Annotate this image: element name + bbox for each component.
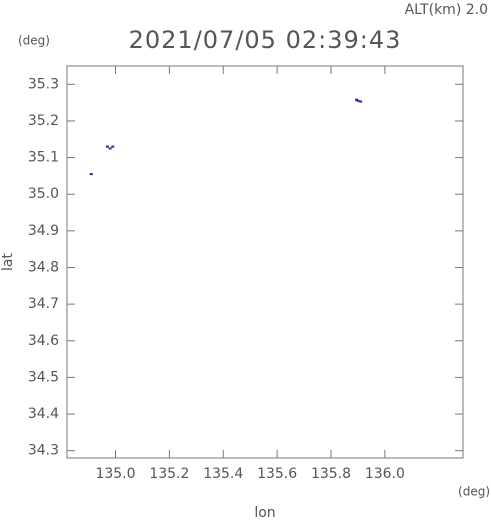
y-axis-label: lat: [0, 253, 16, 271]
y-tick-label: 34.8: [28, 259, 59, 275]
y-tick-label: 35.3: [28, 76, 59, 92]
point: [108, 147, 112, 150]
chart-title: 2021/07/05 02:39:43: [129, 26, 402, 54]
x-tick-label: 136.0: [365, 466, 405, 482]
y-tick-label: 34.3: [28, 443, 59, 459]
y-unit: (deg): [18, 34, 50, 48]
x-tick-label: 135.6: [257, 466, 297, 482]
y-tick-label: 35.1: [28, 150, 59, 166]
y-tick-label: 34.6: [28, 333, 59, 349]
y-tick-label: 35.2: [28, 113, 59, 129]
point: [111, 145, 115, 148]
altitude-label: ALT(km) 2.0: [405, 2, 488, 18]
y-tick-label: 34.4: [28, 406, 59, 422]
y-tick-label: 34.7: [28, 296, 59, 312]
y-tick-label: 34.5: [28, 369, 59, 385]
point: [89, 173, 93, 176]
point: [105, 145, 109, 148]
point: [355, 98, 359, 101]
x-tick-label: 135.8: [311, 466, 351, 482]
point: [356, 99, 360, 102]
plot-frame: [66, 65, 464, 459]
x-tick-label: 135.4: [203, 466, 243, 482]
y-tick-label: 35.0: [28, 186, 59, 202]
x-tick-label: 135.2: [149, 466, 189, 482]
x-tick-label: 135.0: [95, 466, 135, 482]
x-unit: (deg): [458, 485, 490, 499]
point: [359, 100, 363, 103]
x-axis-label: lon: [254, 505, 275, 521]
y-tick-label: 34.9: [28, 223, 59, 239]
